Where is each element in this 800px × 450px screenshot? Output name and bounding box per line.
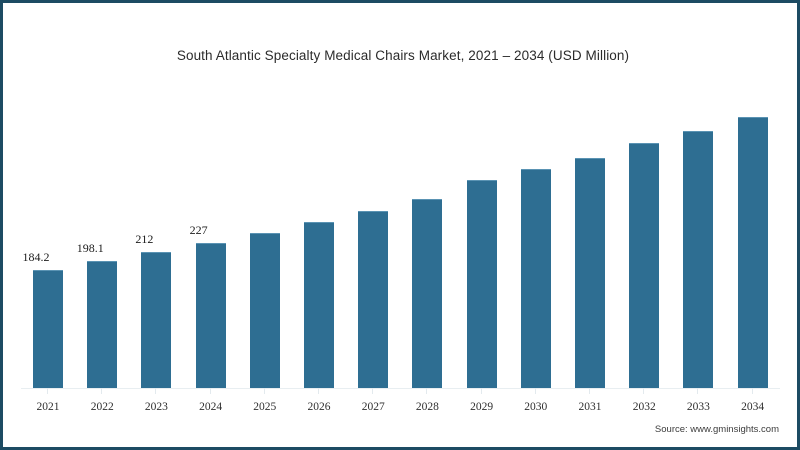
bar[interactable]	[737, 117, 768, 388]
x-axis-label: 2029	[470, 401, 494, 413]
bar[interactable]	[33, 270, 63, 388]
x-axis-label: 2030	[524, 401, 548, 413]
bar-value-label: 212	[135, 232, 154, 247]
x-axis-label: 2026	[307, 401, 331, 413]
x-axis-tick	[751, 388, 753, 394]
bar[interactable]	[195, 242, 226, 388]
bar-value-label: 198.1	[76, 241, 104, 256]
source-attribution: Source: www.gminsights.com	[654, 424, 779, 435]
x-axis-line	[21, 388, 780, 389]
x-axis-tick	[372, 388, 374, 394]
bar[interactable]	[520, 168, 551, 388]
bar[interactable]	[575, 157, 605, 388]
x-axis-tick	[155, 388, 157, 394]
x-axis-label: 2033	[686, 401, 710, 413]
bar[interactable]	[304, 222, 334, 388]
x-axis-tick	[643, 388, 645, 394]
bar[interactable]	[466, 179, 497, 388]
x-axis-tick	[101, 388, 103, 394]
x-axis-label: 2028	[415, 401, 439, 413]
x-axis-tick	[697, 388, 699, 394]
x-axis-tick	[47, 388, 48, 394]
bar[interactable]	[629, 143, 660, 388]
bar[interactable]	[412, 198, 443, 388]
x-axis-label: 2032	[632, 401, 656, 413]
x-axis-label: 2024	[199, 401, 223, 413]
x-axis-label: 2023	[144, 401, 168, 413]
bar-value-label: 227	[189, 222, 208, 237]
x-axis-tick	[534, 388, 536, 394]
bar[interactable]	[249, 233, 280, 388]
bar-value-label: 184.2	[22, 250, 50, 265]
page-title: South Atlantic Specialty Medical Chairs …	[176, 48, 630, 63]
x-axis-label: 2021	[36, 401, 60, 413]
x-axis-tick	[209, 388, 211, 394]
bar[interactable]	[141, 252, 172, 388]
x-axis-tick	[263, 388, 265, 394]
bar[interactable]	[683, 130, 714, 388]
x-axis-tick	[480, 388, 482, 394]
x-axis-label: 2025	[253, 401, 277, 413]
x-axis-tick	[318, 388, 319, 394]
bar[interactable]	[87, 261, 118, 388]
x-axis-tick	[589, 388, 590, 394]
plot-area: 184.2 2021 198.1 2022 212 2023 227 2024 2025 2026…	[3, 3, 797, 447]
x-axis-label: 2027	[361, 401, 385, 413]
x-axis-label: 2022	[90, 401, 114, 413]
bar[interactable]	[358, 210, 389, 388]
x-axis-tick	[426, 388, 428, 394]
x-axis-label: 2031	[578, 401, 602, 413]
x-axis-label: 2034	[741, 401, 765, 413]
